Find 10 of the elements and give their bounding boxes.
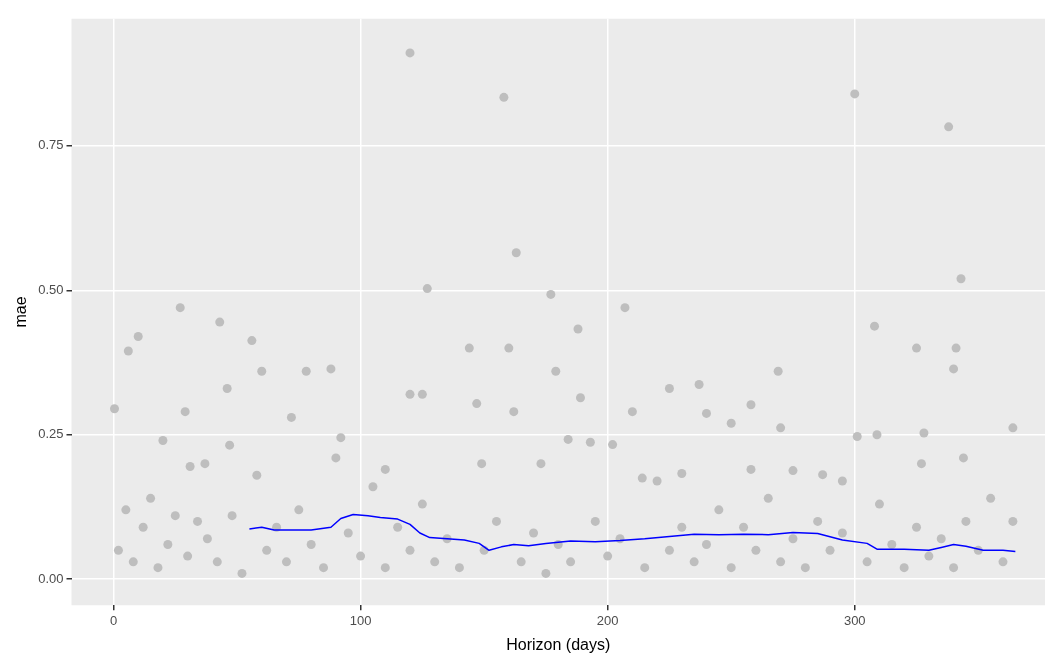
y-tick-label: 0.25 bbox=[38, 426, 64, 442]
x-axis-title: Horizon (days) bbox=[506, 635, 611, 653]
y-tick-label: 0.00 bbox=[38, 570, 64, 586]
x-tick-label: 300 bbox=[843, 612, 866, 628]
x-tick-label: 0 bbox=[109, 612, 118, 628]
x-tick-label: 200 bbox=[596, 612, 619, 628]
y-axis-title: mae bbox=[12, 296, 30, 328]
y-tick-label: 0.75 bbox=[38, 137, 64, 153]
x-tick-label: 100 bbox=[349, 612, 372, 628]
y-tick-label: 0.50 bbox=[38, 281, 64, 297]
